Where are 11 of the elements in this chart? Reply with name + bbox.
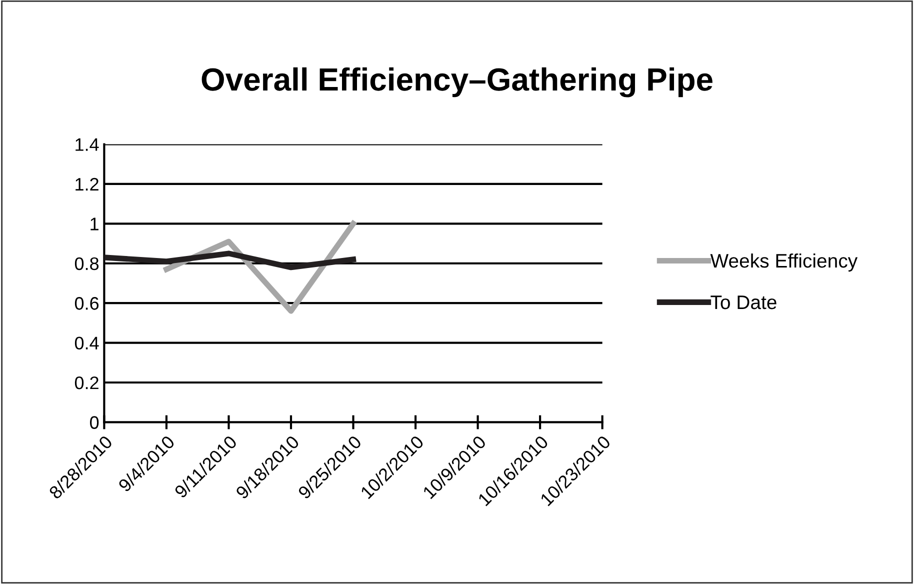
- y-tick-label: 1.2: [76, 178, 98, 190]
- y-tick-label: 1.4: [76, 138, 99, 151]
- chart-title: Overall Efficiency–Gathering Pipe: [202, 67, 712, 98]
- y-tick-label: 0.4: [74, 336, 99, 350]
- legend-label: To Date: [710, 296, 776, 310]
- y-tick-label: 0.2: [74, 376, 98, 390]
- y-tick-label: 1: [90, 218, 98, 230]
- y-tick-label: 0.6: [74, 297, 99, 310]
- y-tick-label: 0.8: [74, 257, 99, 270]
- y-tick-label: 0: [90, 416, 99, 429]
- legend-label: Weeks Efficiency: [710, 253, 858, 272]
